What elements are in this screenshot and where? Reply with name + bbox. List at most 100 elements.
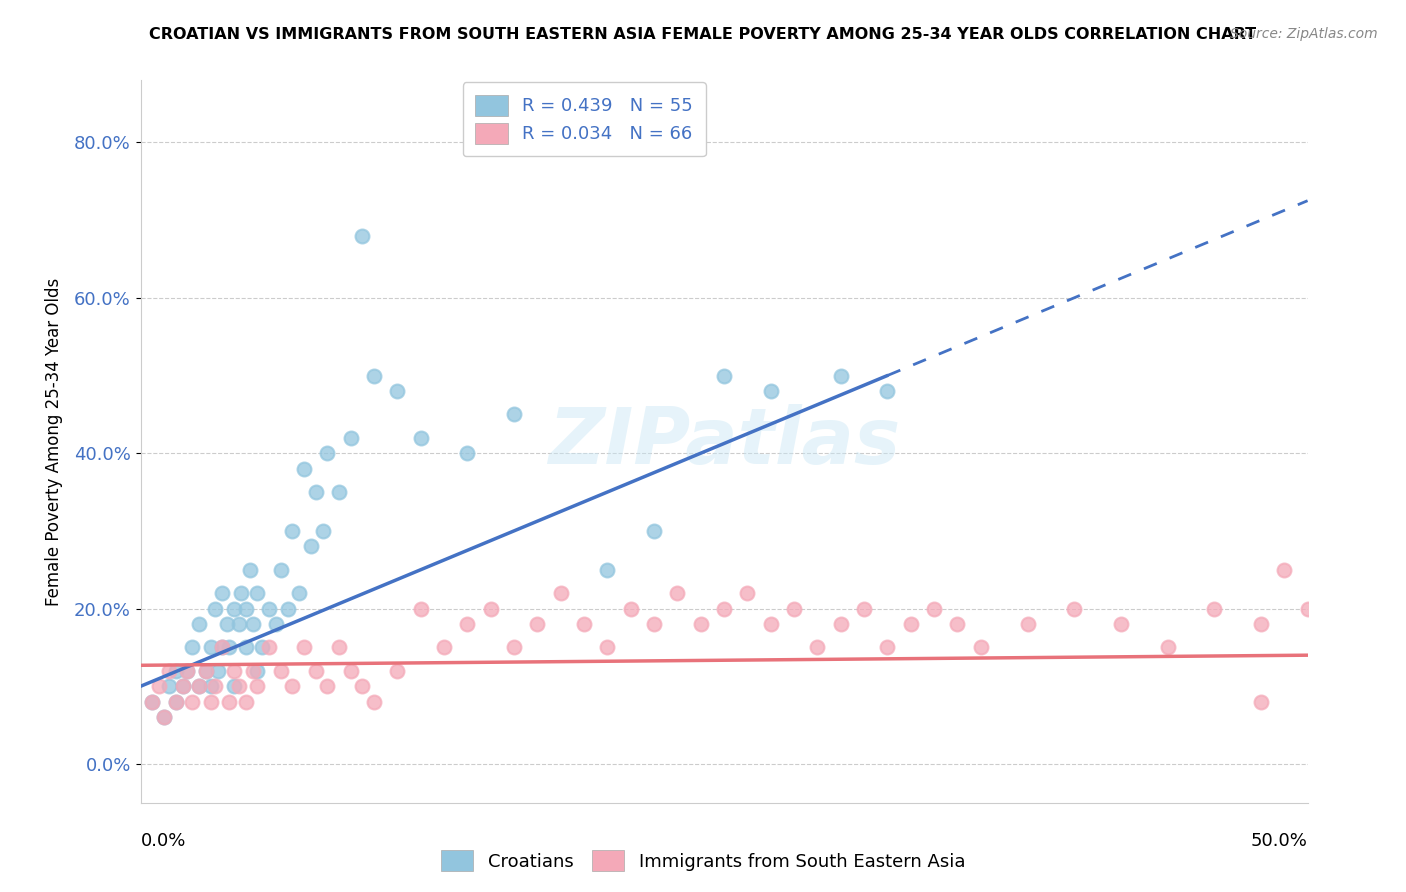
Point (246, 679, 269, 693)
Point (830, 368, 852, 383)
Point (1272, 563, 1295, 577)
Point (172, 679, 194, 693)
Point (194, 664, 217, 678)
Point (200, 640, 222, 655)
Point (181, 640, 204, 655)
Point (222, 601, 245, 615)
Point (292, 461, 315, 475)
Point (188, 679, 211, 693)
Point (689, 617, 711, 632)
Point (456, 617, 478, 632)
Point (328, 640, 350, 655)
Point (172, 679, 194, 693)
Point (1063, 601, 1085, 615)
Point (246, 664, 269, 678)
Text: 0.0%: 0.0% (141, 832, 186, 850)
Point (526, 617, 548, 632)
Point (387, 384, 409, 398)
Text: Source: ZipAtlas.com: Source: ZipAtlas.com (1230, 27, 1378, 41)
Point (299, 540, 322, 554)
Point (204, 601, 226, 615)
Point (620, 601, 643, 615)
Point (207, 664, 229, 678)
Point (188, 679, 211, 693)
Point (946, 617, 969, 632)
Point (235, 695, 257, 709)
Point (316, 679, 339, 693)
Point (188, 617, 211, 632)
Point (339, 431, 361, 445)
Point (1204, 601, 1226, 615)
Point (339, 664, 361, 678)
Y-axis label: Female Poverty Among 25-34 Year Olds: Female Poverty Among 25-34 Year Olds (45, 277, 63, 606)
Point (596, 640, 619, 655)
Point (165, 695, 187, 709)
Point (1343, 617, 1365, 632)
Point (1250, 617, 1272, 632)
Point (713, 368, 735, 383)
Point (503, 640, 526, 655)
Point (277, 601, 299, 615)
Point (1389, 640, 1406, 655)
Point (215, 617, 238, 632)
Point (250, 640, 273, 655)
Point (1250, 695, 1272, 709)
Point (281, 524, 304, 538)
Legend: R = 0.439   N = 55, R = 0.034   N = 66: R = 0.439 N = 55, R = 0.034 N = 66 (463, 82, 706, 156)
Point (222, 679, 245, 693)
Point (643, 524, 665, 538)
Point (211, 640, 233, 655)
Point (211, 640, 233, 655)
Point (242, 664, 264, 678)
Point (409, 431, 432, 445)
Point (157, 664, 180, 678)
Point (305, 664, 328, 678)
Text: 50.0%: 50.0% (1251, 832, 1308, 850)
Point (165, 695, 187, 709)
Point (316, 446, 339, 460)
Point (783, 601, 806, 615)
Point (409, 601, 432, 615)
Point (257, 640, 280, 655)
Point (204, 679, 226, 693)
Point (830, 617, 852, 632)
Point (550, 586, 572, 600)
Point (352, 228, 374, 243)
Point (157, 679, 180, 693)
Point (176, 664, 198, 678)
Point (218, 640, 240, 655)
Point (759, 384, 782, 398)
Point (922, 601, 945, 615)
Point (229, 586, 252, 600)
Point (737, 586, 759, 600)
Point (281, 679, 304, 693)
Point (900, 617, 922, 632)
Point (479, 601, 502, 615)
Point (643, 617, 665, 632)
Point (363, 695, 385, 709)
Point (311, 524, 333, 538)
Point (148, 679, 170, 693)
Point (257, 601, 280, 615)
Point (713, 601, 735, 615)
Point (153, 710, 176, 724)
Point (176, 664, 198, 678)
Point (596, 563, 619, 577)
Point (970, 640, 993, 655)
Point (1017, 617, 1039, 632)
Point (211, 586, 233, 600)
Point (200, 695, 222, 709)
Point (235, 601, 257, 615)
Point (387, 664, 409, 678)
Point (288, 586, 311, 600)
Point (235, 640, 257, 655)
Point (503, 408, 526, 422)
Point (228, 617, 250, 632)
Point (292, 640, 315, 655)
Point (239, 563, 262, 577)
Point (666, 586, 689, 600)
Legend: Croatians, Immigrants from South Eastern Asia: Croatians, Immigrants from South Eastern… (433, 843, 973, 879)
Text: ZIPatlas: ZIPatlas (548, 403, 900, 480)
Point (141, 695, 163, 709)
Point (270, 664, 292, 678)
